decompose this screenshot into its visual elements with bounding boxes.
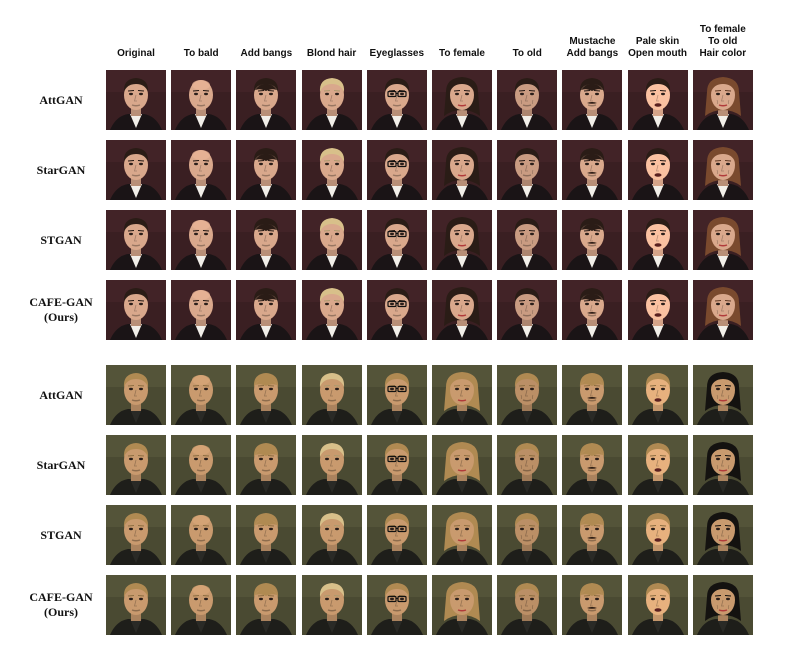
face-image-female-old-haircolor — [692, 435, 753, 495]
column-header: To old — [512, 48, 542, 59]
face-image-none — [106, 280, 166, 340]
column-header: Add bangs — [240, 48, 293, 59]
face-image-female — [432, 505, 492, 565]
face-image-old — [497, 140, 558, 200]
face-image-blond — [301, 505, 362, 565]
face-image-glasses — [366, 140, 427, 200]
row-label: AttGAN — [39, 92, 83, 107]
face-image-female-old-haircolor — [692, 280, 753, 340]
face-image-blond — [301, 280, 362, 340]
face-image-mustache-bangs — [562, 505, 623, 565]
face-image-female-old-haircolor — [692, 210, 753, 270]
face-image-mustache-bangs — [562, 210, 623, 270]
face-image-female-old-haircolor — [692, 70, 753, 130]
face-image-pale-open-mouth — [627, 210, 688, 270]
face-image-old — [497, 505, 558, 565]
face-image-glasses — [366, 280, 427, 340]
face-image-none — [106, 505, 166, 565]
face-image-bangs — [236, 280, 297, 340]
face-image-mustache-bangs — [562, 435, 623, 495]
face-image-bangs — [236, 365, 297, 425]
face-image-none — [106, 210, 166, 270]
face-image-bald — [171, 70, 232, 130]
face-image-female-old-haircolor — [692, 575, 753, 635]
face-image-blond — [301, 365, 362, 425]
face-image-bangs — [236, 575, 297, 635]
face-image-glasses — [366, 365, 427, 425]
face-image-mustache-bangs — [562, 70, 623, 130]
face-image-old — [497, 365, 558, 425]
face-image-female-old-haircolor — [692, 505, 753, 565]
face-image-blond — [301, 140, 362, 200]
face-image-pale-open-mouth — [627, 140, 688, 200]
face-image-female — [432, 210, 492, 270]
face-image-old — [497, 70, 558, 130]
row-label: STGAN — [40, 232, 82, 247]
face-image-blond — [301, 575, 362, 635]
face-image-none — [106, 435, 166, 495]
column-header: Original — [117, 48, 155, 59]
row-label: CAFE-GAN (Ours) — [29, 590, 93, 619]
column-header: To female To old Hair color — [699, 24, 747, 59]
face-image-none — [106, 70, 166, 130]
face-image-female — [432, 140, 492, 200]
face-image-bald — [171, 210, 232, 270]
face-image-female — [432, 280, 492, 340]
face-image-glasses — [366, 575, 427, 635]
column-header: Eyeglasses — [369, 48, 425, 59]
face-image-blond — [301, 210, 362, 270]
column-header: Pale skin Open mouth — [628, 36, 688, 59]
face-image-bald — [171, 435, 232, 495]
face-image-bangs — [236, 210, 297, 270]
face-image-blond — [301, 70, 362, 130]
face-image-pale-open-mouth — [627, 70, 688, 130]
face-image-mustache-bangs — [562, 575, 623, 635]
face-image-old — [497, 210, 558, 270]
face-image-bangs — [236, 70, 297, 130]
column-header: Blond hair — [306, 48, 357, 59]
face-image-bald — [171, 575, 232, 635]
face-image-female — [432, 365, 492, 425]
face-image-female — [432, 70, 492, 130]
face-image-bangs — [236, 505, 297, 565]
column-header: To female — [439, 48, 485, 59]
face-image-glasses — [366, 435, 427, 495]
face-image-pale-open-mouth — [627, 505, 688, 565]
face-image-pale-open-mouth — [627, 365, 688, 425]
face-image-female — [432, 435, 492, 495]
face-image-glasses — [366, 505, 427, 565]
face-image-mustache-bangs — [562, 365, 623, 425]
face-image-old — [497, 575, 558, 635]
face-image-bangs — [236, 140, 297, 200]
face-image-none — [106, 575, 166, 635]
face-image-none — [106, 140, 166, 200]
face-image-bald — [171, 505, 232, 565]
face-image-old — [497, 280, 558, 340]
column-header: Mustache Add bangs — [566, 36, 619, 59]
row-label: STGAN — [40, 527, 82, 542]
face-image-bald — [171, 140, 232, 200]
face-image-glasses — [366, 70, 427, 130]
face-image-none — [106, 365, 166, 425]
row-label: AttGAN — [39, 387, 83, 402]
row-label: StarGAN — [36, 162, 86, 177]
face-image-female-old-haircolor — [692, 140, 753, 200]
column-header: To bald — [183, 48, 219, 59]
face-image-pale-open-mouth — [627, 575, 688, 635]
face-image-old — [497, 435, 558, 495]
face-image-pale-open-mouth — [627, 435, 688, 495]
face-image-female — [432, 575, 492, 635]
face-image-glasses — [366, 210, 427, 270]
face-image-bald — [171, 280, 232, 340]
face-image-pale-open-mouth — [627, 280, 688, 340]
face-image-mustache-bangs — [562, 140, 623, 200]
row-label: StarGAN — [36, 457, 86, 472]
face-image-bald — [171, 365, 232, 425]
row-label: CAFE-GAN (Ours) — [29, 295, 93, 324]
face-image-mustache-bangs — [562, 280, 623, 340]
face-image-female-old-haircolor — [692, 365, 753, 425]
face-image-blond — [301, 435, 362, 495]
face-image-bangs — [236, 435, 297, 495]
